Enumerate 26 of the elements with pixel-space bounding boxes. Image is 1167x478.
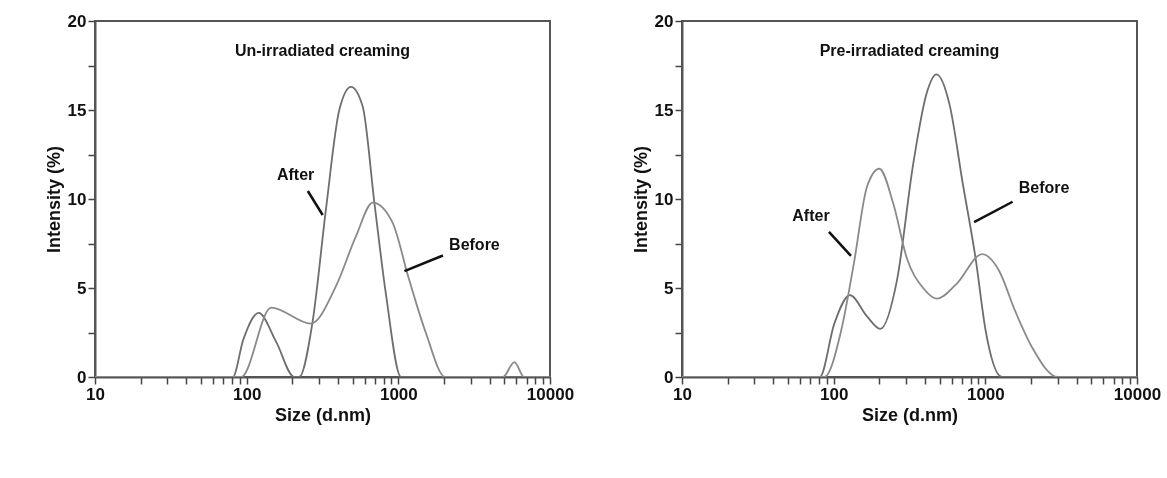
y-tick-label: 0 [664, 367, 674, 387]
y-tick-label: 5 [77, 278, 87, 298]
annotation: After [792, 206, 830, 224]
y-tick-label: 10 [67, 189, 87, 209]
text: Un-irradiated creaming [234, 42, 411, 59]
y-tick-label: 0 [77, 367, 87, 387]
x-tick-label: 10000 [1113, 384, 1162, 404]
x-axis-title: Size (d.nm) [274, 404, 372, 425]
x-tick-label: 1000 [379, 384, 418, 404]
x-tick-label: 100 [232, 384, 262, 404]
y-axis-title: Intensity (%) [630, 145, 651, 254]
annotation: Before [1018, 179, 1070, 197]
y-tick-label: 5 [664, 278, 674, 298]
y-tick-label: 10 [654, 189, 674, 209]
annotation: Before [449, 236, 500, 254]
y-axis-title: Intensity (%) [43, 145, 64, 254]
annotation: After [276, 166, 315, 184]
y-tick-label: 15 [654, 100, 674, 120]
y-tick-label: 20 [67, 11, 87, 31]
x-tick-label: 10000 [526, 384, 575, 404]
x-tick-label: 1000 [966, 384, 1005, 404]
text: Pre-irradiated creaming [819, 42, 1000, 59]
x-axis-title: Size (d.nm) [861, 404, 959, 425]
x-tick-label: 100 [819, 384, 849, 404]
y-tick-label: 20 [654, 11, 674, 31]
y-tick-label: 15 [67, 100, 87, 120]
